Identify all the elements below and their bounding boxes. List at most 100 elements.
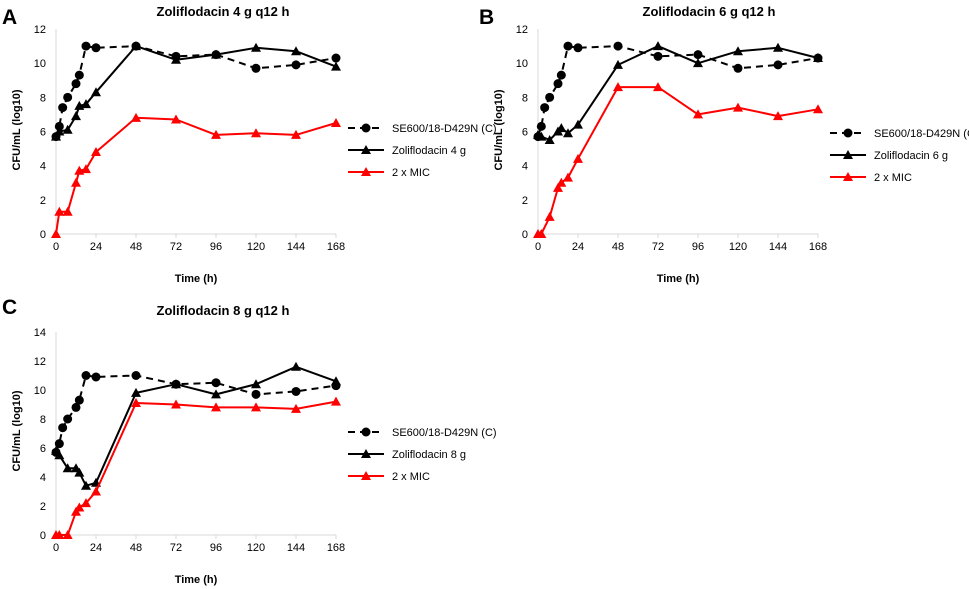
data-point <box>81 99 91 109</box>
data-point <box>653 51 663 61</box>
data-point <box>211 389 221 399</box>
legend-marker <box>361 167 371 176</box>
data-point <box>81 164 91 174</box>
data-point <box>733 46 743 56</box>
y-tick-label: 10 <box>34 58 46 70</box>
data-point <box>251 402 261 412</box>
x-tick-label: 168 <box>327 542 345 554</box>
legend-marker <box>361 145 371 154</box>
panel-label: A <box>2 6 17 29</box>
data-point <box>251 128 261 138</box>
data-point <box>74 467 85 477</box>
data-point <box>81 480 91 490</box>
data-point <box>553 182 563 192</box>
series-line <box>55 45 337 137</box>
panel-a: A Zoliflodacin 4 g q12 h CFU/mL (log10) … <box>2 4 497 285</box>
data-point <box>131 112 141 122</box>
data-point <box>71 111 81 121</box>
y-tick-label: 0 <box>40 229 46 241</box>
plot-area <box>51 41 341 238</box>
data-point <box>211 49 221 59</box>
data-point <box>545 92 555 102</box>
data-point <box>613 59 623 69</box>
data-point <box>51 131 61 141</box>
legend-label: SE600/18-D429N (C) <box>392 123 497 135</box>
panel-b: B Zoliflodacin 6 g q12 h CFU/mL (log10) … <box>479 4 969 285</box>
data-point <box>62 206 73 216</box>
legend: SE600/18-D429N (C) Zoliflodacin 8 g 2 x MI… <box>348 427 497 483</box>
data-point <box>653 82 663 92</box>
data-point <box>693 109 703 119</box>
y-tick-label: 4 <box>40 472 46 484</box>
x-axis-label: Time (h) <box>657 273 700 285</box>
data-point <box>54 126 65 136</box>
data-point <box>71 177 81 187</box>
x-tick-label: 48 <box>612 241 624 253</box>
series-line <box>55 374 337 453</box>
y-tick-label: 2 <box>40 501 46 513</box>
y-tick-label: 0 <box>522 229 528 241</box>
data-point <box>74 70 84 80</box>
data-point <box>813 104 823 114</box>
y-tick-label: 2 <box>522 195 528 207</box>
x-tick-label: 72 <box>652 241 664 253</box>
y-axis-label: CFU/mL (log10) <box>11 89 23 170</box>
data-point <box>291 403 301 413</box>
data-point <box>211 402 221 412</box>
x-tick-label: 0 <box>53 241 59 253</box>
x-tick-label: 144 <box>287 241 305 253</box>
y-tick-label: 10 <box>516 58 528 70</box>
y-tick-label: 12 <box>34 356 46 368</box>
data-point <box>71 402 81 412</box>
data-point <box>773 42 783 52</box>
data-point <box>171 54 181 64</box>
x-tick-label: 24 <box>90 241 102 253</box>
y-tick-label: 6 <box>522 127 528 139</box>
data-point <box>331 61 341 71</box>
data-point <box>556 70 566 80</box>
series-line <box>56 400 337 536</box>
data-point <box>733 102 743 112</box>
data-point <box>331 396 341 406</box>
data-point <box>63 92 73 102</box>
data-point <box>171 379 181 389</box>
data-point <box>563 41 573 51</box>
data-point <box>540 103 550 113</box>
data-point <box>563 128 573 138</box>
data-point <box>544 135 555 145</box>
chart-title: Zoliflodacin 4 g q12 h <box>157 4 290 19</box>
legend-marker <box>361 427 371 437</box>
legend-label: SE600/18-D429N (C) <box>392 427 497 439</box>
legend-label: Zoliflodacin 4 g <box>392 145 466 157</box>
data-point <box>131 398 141 408</box>
x-tick-label: 72 <box>170 241 182 253</box>
x-tick-label: 144 <box>769 241 787 253</box>
y-tick-label: 0 <box>40 530 46 542</box>
y-tick-label: 10 <box>34 385 46 397</box>
x-tick-label: 0 <box>535 241 541 253</box>
data-point <box>544 211 555 221</box>
x-tick-label: 0 <box>53 542 59 554</box>
data-point <box>331 376 341 386</box>
data-point <box>613 41 623 51</box>
data-point <box>613 82 623 92</box>
data-point <box>91 87 101 97</box>
data-point <box>71 79 81 89</box>
data-point <box>91 372 101 382</box>
x-tick-label: 72 <box>170 542 182 554</box>
data-point <box>291 46 301 56</box>
data-point <box>58 103 68 113</box>
data-point <box>773 111 783 121</box>
data-point <box>211 129 221 139</box>
data-point <box>54 530 65 539</box>
legend-label: Zoliflodacin 8 g <box>392 449 466 461</box>
x-tick-label: 48 <box>130 241 142 253</box>
data-point <box>131 387 141 397</box>
data-point <box>54 206 65 216</box>
plot-area <box>51 361 341 539</box>
x-tick-label: 168 <box>809 241 827 253</box>
